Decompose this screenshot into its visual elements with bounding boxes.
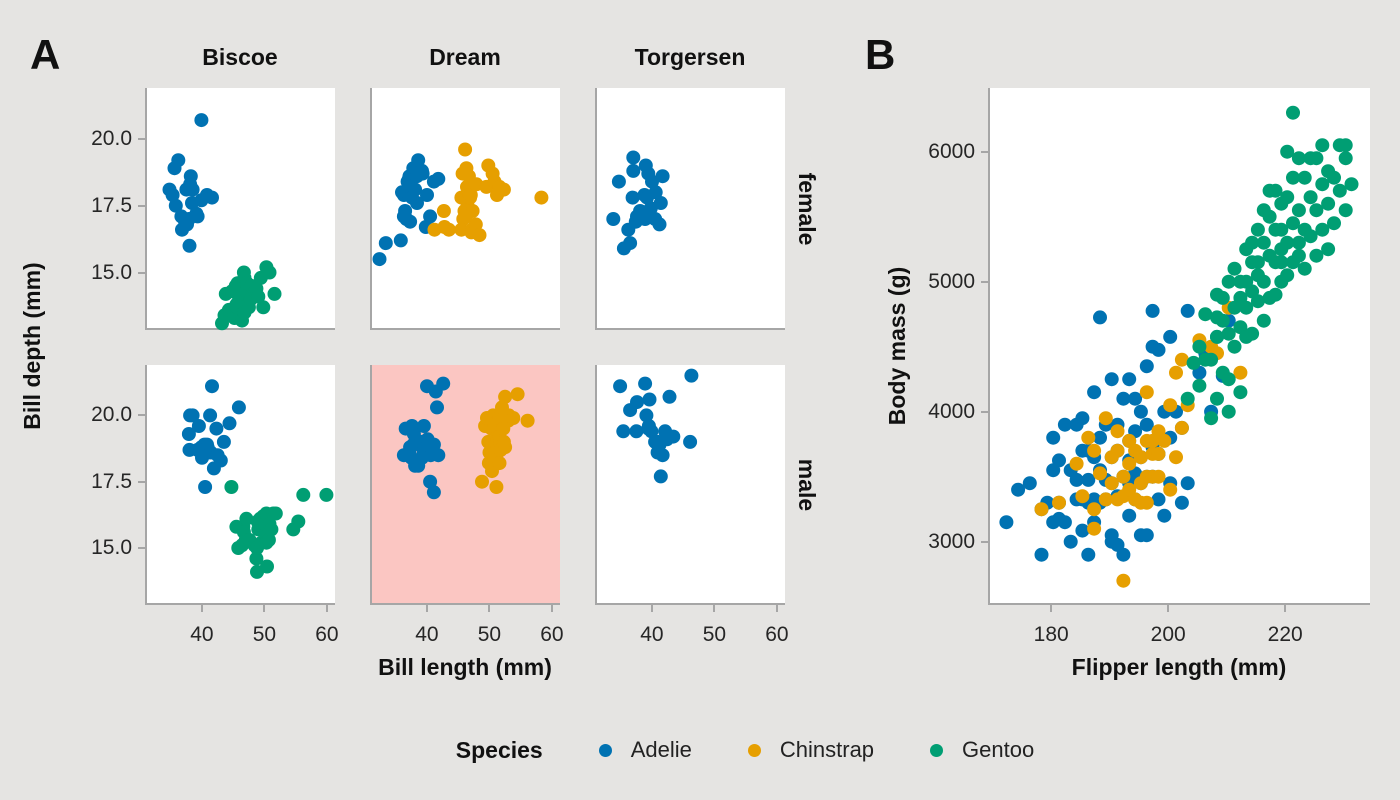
- axis-tick: [981, 150, 988, 153]
- axis-tick: [325, 605, 328, 612]
- series-chinstrap: [1034, 300, 1248, 588]
- legend-item-adelie: Adelie: [598, 737, 692, 763]
- facet-panel-biscoe-female: [145, 88, 335, 331]
- axis-tick-label: 20.0: [91, 126, 132, 150]
- panel-b-label: B: [865, 31, 896, 78]
- legend-item-gentoo: Gentoo: [930, 737, 1034, 763]
- axis-tick-label: 50: [252, 623, 277, 646]
- axis-tick-label: 15.0: [91, 260, 132, 284]
- series-adelie: [613, 368, 699, 484]
- axis-tick-label: 3000: [928, 529, 975, 553]
- axis-tick: [425, 605, 428, 612]
- series-gentoo: [1180, 105, 1359, 426]
- bill-length-axis-title: Bill length (mm): [378, 654, 552, 680]
- axis-tick: [138, 546, 145, 549]
- axis-tick: [650, 605, 653, 612]
- facet-title-torgersen: Torgersen: [634, 44, 746, 70]
- axis-tick-label: 40: [415, 623, 439, 646]
- axis-tick-label: 40: [190, 623, 214, 646]
- axis-tick: [1167, 605, 1170, 612]
- chinstrap-dot-icon: [747, 743, 761, 757]
- body-mass-axis-title: Body mass (g): [884, 266, 910, 426]
- axis-tick: [981, 410, 988, 413]
- facet-panel-dream-female: [370, 88, 560, 330]
- axis-tick: [550, 605, 553, 612]
- flipper-length-axis-title: Flipper length (mm): [1071, 654, 1287, 680]
- axis-tick: [981, 540, 988, 543]
- panel-a-label: A: [30, 31, 61, 78]
- axis-tick-label: 40: [640, 623, 664, 646]
- gentoo-dot-icon: [930, 743, 944, 757]
- legend-label-chinstrap: Chinstrap: [779, 737, 875, 762]
- series-adelie: [606, 150, 670, 256]
- facet-panel-dream-male: [370, 365, 560, 605]
- axis-tick-label: 17.5: [91, 193, 132, 217]
- facet-title-dream: Dream: [429, 44, 501, 70]
- axis-tick: [200, 605, 203, 612]
- axis-tick-label: 15.0: [91, 535, 132, 559]
- axis-tick-label: 50: [702, 623, 727, 646]
- axis-tick: [1050, 605, 1053, 612]
- axis-tick-label: 60: [540, 623, 564, 646]
- axis-tick: [138, 480, 145, 483]
- series-gentoo: [215, 260, 282, 331]
- axis-tick: [1284, 605, 1287, 612]
- facet-panel-torgersen-male: [595, 365, 785, 605]
- axis-tick-label: 180: [1033, 623, 1069, 646]
- axis-tick: [713, 605, 716, 612]
- legend-label-gentoo: Gentoo: [962, 737, 1035, 762]
- axis-tick-label: 6000: [928, 139, 975, 163]
- series-adelie: [162, 113, 219, 253]
- series-chinstrap: [427, 142, 549, 243]
- axis-tick-label: 60: [315, 623, 339, 646]
- axis-tick-label: 200: [1150, 623, 1186, 646]
- axis-tick: [138, 271, 145, 274]
- panel-b-scatter: [988, 88, 1370, 605]
- strip-label-female: female: [794, 172, 820, 246]
- facet-panel-torgersen-female: [595, 88, 785, 330]
- species-legend: Species Adelie Chinstrap Gentoo: [90, 735, 1400, 765]
- axis-tick-label: 220: [1267, 623, 1303, 646]
- axis-tick-label: 17.5: [91, 469, 132, 493]
- axis-tick-label: 50: [477, 623, 502, 646]
- series-adelie: [396, 376, 451, 500]
- series-chinstrap: [475, 387, 535, 494]
- strip-label-male: male: [794, 458, 820, 512]
- series-gentoo: [224, 480, 334, 579]
- adelie-dot-icon: [598, 743, 612, 757]
- legend-label-adelie: Adelie: [630, 737, 692, 762]
- axis-tick-label: 5000: [928, 269, 975, 293]
- axis-tick: [138, 414, 145, 417]
- axis-tick: [263, 605, 266, 612]
- axis-tick: [138, 204, 145, 207]
- axis-tick: [775, 605, 778, 612]
- axis-tick-label: 4000: [928, 399, 975, 423]
- series-adelie: [372, 153, 446, 267]
- axis-tick-label: 20.0: [91, 403, 132, 427]
- legend-title: Species: [455, 736, 543, 763]
- series-adelie: [181, 379, 246, 494]
- axis-tick: [488, 605, 491, 612]
- axis-tick-label: 60: [765, 623, 789, 646]
- facet-panel-biscoe-male: [145, 365, 335, 605]
- axis-tick: [981, 280, 988, 283]
- axis-tick: [138, 137, 145, 140]
- facet-title-biscoe: Biscoe: [202, 44, 278, 70]
- legend-item-chinstrap: Chinstrap: [747, 737, 875, 763]
- bill-depth-axis-title: Bill depth (mm): [19, 262, 45, 430]
